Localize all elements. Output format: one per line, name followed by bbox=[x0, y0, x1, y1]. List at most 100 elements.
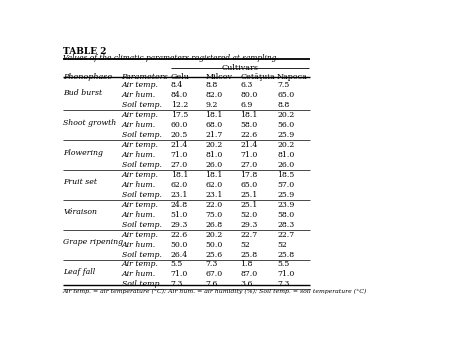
Text: 52: 52 bbox=[240, 241, 250, 249]
Text: 20.2: 20.2 bbox=[205, 231, 223, 239]
Text: 26.8: 26.8 bbox=[205, 221, 223, 229]
Text: 67.0: 67.0 bbox=[205, 270, 223, 278]
Text: 18.5: 18.5 bbox=[277, 171, 294, 179]
Text: 84.0: 84.0 bbox=[171, 91, 188, 99]
Text: 71.0: 71.0 bbox=[240, 151, 258, 159]
Text: 7.3: 7.3 bbox=[205, 260, 218, 269]
Text: 25.9: 25.9 bbox=[277, 191, 294, 199]
Text: Bud burst: Bud burst bbox=[64, 89, 102, 97]
Text: 23.9: 23.9 bbox=[277, 201, 294, 209]
Text: Soil temp.: Soil temp. bbox=[122, 161, 162, 169]
Text: Soil temp.: Soil temp. bbox=[122, 251, 162, 258]
Text: Napoca: Napoca bbox=[277, 73, 308, 81]
Text: Air temp.: Air temp. bbox=[122, 81, 159, 89]
Text: Air temp.: Air temp. bbox=[122, 201, 159, 209]
Text: Cultivars: Cultivars bbox=[221, 64, 258, 72]
Text: Air temp.: Air temp. bbox=[122, 141, 159, 149]
Text: 62.0: 62.0 bbox=[171, 181, 188, 189]
Text: 23.1: 23.1 bbox=[171, 191, 188, 199]
Text: Milcov: Milcov bbox=[205, 73, 232, 81]
Text: 6.3: 6.3 bbox=[240, 81, 253, 89]
Text: 27.0: 27.0 bbox=[240, 161, 257, 169]
Text: Soil temp.: Soil temp. bbox=[122, 101, 162, 109]
Text: 56.0: 56.0 bbox=[277, 121, 294, 129]
Text: 8.8: 8.8 bbox=[277, 101, 289, 109]
Text: 9.2: 9.2 bbox=[205, 101, 218, 109]
Text: 26.4: 26.4 bbox=[171, 251, 188, 258]
Text: 71.0: 71.0 bbox=[171, 151, 188, 159]
Text: 50.0: 50.0 bbox=[171, 241, 188, 249]
Text: 22.0: 22.0 bbox=[205, 201, 223, 209]
Text: Air hum.: Air hum. bbox=[122, 91, 156, 99]
Text: 12.2: 12.2 bbox=[171, 101, 188, 109]
Text: 21.4: 21.4 bbox=[240, 141, 257, 149]
Text: 28.3: 28.3 bbox=[277, 221, 294, 229]
Text: 18.1: 18.1 bbox=[240, 111, 258, 119]
Text: 18.1: 18.1 bbox=[171, 171, 188, 179]
Text: 20.2: 20.2 bbox=[277, 141, 294, 149]
Text: 20.2: 20.2 bbox=[205, 141, 223, 149]
Text: 75.0: 75.0 bbox=[205, 211, 223, 219]
Text: Véraison: Véraison bbox=[64, 208, 97, 216]
Text: 26.0: 26.0 bbox=[277, 161, 294, 169]
Text: 87.0: 87.0 bbox=[240, 270, 257, 278]
Text: 20.5: 20.5 bbox=[171, 131, 188, 139]
Text: 17.5: 17.5 bbox=[171, 111, 188, 119]
Text: Fruit set: Fruit set bbox=[64, 178, 97, 186]
Text: Air temp.: Air temp. bbox=[122, 111, 159, 119]
Text: 57.0: 57.0 bbox=[277, 181, 294, 189]
Text: 50.0: 50.0 bbox=[205, 241, 223, 249]
Text: 82.0: 82.0 bbox=[205, 91, 223, 99]
Text: 25.6: 25.6 bbox=[205, 251, 223, 258]
Text: 71.0: 71.0 bbox=[277, 270, 294, 278]
Text: 7.3: 7.3 bbox=[277, 280, 290, 288]
Text: 51.0: 51.0 bbox=[171, 211, 188, 219]
Text: 3.6: 3.6 bbox=[240, 280, 253, 288]
Text: Air temp. = air temperature (°C); Air hum. = air humidity (%); Soil temp. = soil: Air temp. = air temperature (°C); Air hu… bbox=[63, 289, 367, 294]
Text: 17.8: 17.8 bbox=[240, 171, 257, 179]
Text: 80.0: 80.0 bbox=[240, 91, 258, 99]
Text: 68.0: 68.0 bbox=[205, 121, 223, 129]
Text: 5.5: 5.5 bbox=[277, 260, 289, 269]
Text: 71.0: 71.0 bbox=[171, 270, 188, 278]
Text: 52: 52 bbox=[277, 241, 287, 249]
Text: 22.7: 22.7 bbox=[277, 231, 294, 239]
Text: 22.6: 22.6 bbox=[171, 231, 188, 239]
Text: 25.8: 25.8 bbox=[240, 251, 257, 258]
Text: Soil temp.: Soil temp. bbox=[122, 280, 162, 288]
Text: 21.7: 21.7 bbox=[205, 131, 223, 139]
Text: 24.8: 24.8 bbox=[171, 201, 188, 209]
Text: 29.3: 29.3 bbox=[240, 221, 258, 229]
Text: Air hum.: Air hum. bbox=[122, 211, 156, 219]
Text: 58.0: 58.0 bbox=[277, 211, 294, 219]
Text: Soil temp.: Soil temp. bbox=[122, 221, 162, 229]
Text: 8.8: 8.8 bbox=[205, 81, 218, 89]
Text: 21.4: 21.4 bbox=[171, 141, 188, 149]
Text: Air temp.: Air temp. bbox=[122, 260, 159, 269]
Text: Parameters: Parameters bbox=[121, 73, 168, 81]
Text: 65.0: 65.0 bbox=[240, 181, 257, 189]
Text: 7.3: 7.3 bbox=[171, 280, 183, 288]
Text: 22.7: 22.7 bbox=[240, 231, 257, 239]
Text: Shoot growth: Shoot growth bbox=[64, 119, 117, 127]
Text: Air temp.: Air temp. bbox=[122, 231, 159, 239]
Text: Air temp.: Air temp. bbox=[122, 171, 159, 179]
Text: Air hum.: Air hum. bbox=[122, 181, 156, 189]
Text: 1.8: 1.8 bbox=[240, 260, 253, 269]
Text: 18.1: 18.1 bbox=[205, 111, 223, 119]
Text: TABLE 2: TABLE 2 bbox=[63, 47, 107, 56]
Text: 7.5: 7.5 bbox=[277, 81, 289, 89]
Text: 20.2: 20.2 bbox=[277, 111, 294, 119]
Text: 62.0: 62.0 bbox=[205, 181, 223, 189]
Text: Grape ripening: Grape ripening bbox=[64, 238, 123, 246]
Text: 27.0: 27.0 bbox=[171, 161, 188, 169]
Text: 25.1: 25.1 bbox=[240, 191, 257, 199]
Text: 22.6: 22.6 bbox=[240, 131, 257, 139]
Text: Air hum.: Air hum. bbox=[122, 270, 156, 278]
Text: 8.4: 8.4 bbox=[171, 81, 183, 89]
Text: Gelu: Gelu bbox=[171, 73, 190, 81]
Text: 5.5: 5.5 bbox=[171, 260, 183, 269]
Text: Soil temp.: Soil temp. bbox=[122, 191, 162, 199]
Text: 60.0: 60.0 bbox=[171, 121, 188, 129]
Text: 6.9: 6.9 bbox=[240, 101, 253, 109]
